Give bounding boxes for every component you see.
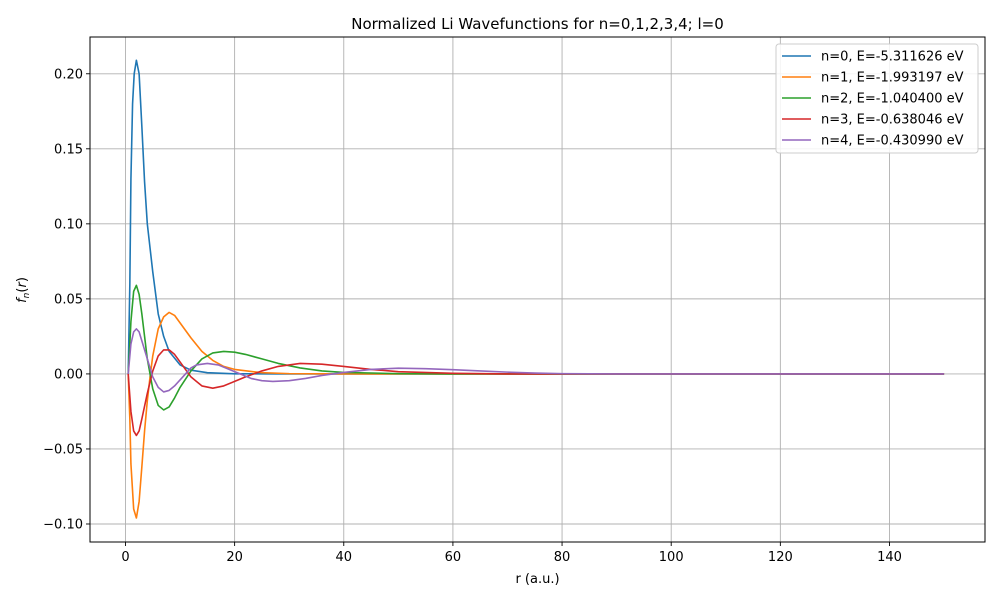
series-line-n0 [127, 59, 945, 375]
legend-label-n1: n=1, E=-1.993197 eV [821, 71, 964, 86]
y-axis-label: fn(r) [15, 277, 32, 303]
series-line-n3 [127, 349, 945, 437]
legend-label-n3: n=3, E=-0.638046 eV [821, 113, 964, 128]
chart-title: Normalized Li Wavefunctions for n=0,1,2,… [351, 15, 724, 33]
legend-label-n2: n=2, E=-1.040400 eV [821, 92, 964, 107]
legend-box [775, 43, 979, 154]
series-line-n1 [127, 311, 945, 519]
x-tick-label: 80 [554, 550, 571, 565]
plot-frame [89, 36, 986, 543]
x-tick-label: 20 [226, 550, 243, 565]
x-tick-label: 140 [877, 550, 902, 565]
x-tick-label: 120 [768, 550, 793, 565]
legend-label-n0: n=0, E=-5.311626 eV [821, 50, 964, 65]
x-axis-ticks: 0 20 40 60 80 100 120 140 [121, 542, 902, 565]
series-line-n2 [127, 284, 945, 411]
x-tick-label: 0 [121, 550, 129, 565]
y-tick-label: 0.05 [54, 292, 83, 307]
x-tick-label: 40 [335, 550, 352, 565]
x-tick-label: 100 [659, 550, 684, 565]
y-tick-label: 0.10 [54, 217, 83, 232]
x-tick-label: 60 [445, 550, 462, 565]
series-line-n4 [127, 328, 945, 393]
y-tick-label: −0.05 [43, 442, 83, 457]
series-lines [127, 59, 945, 519]
y-tick-label: 0.20 [54, 67, 83, 82]
y-tick-label: 0.00 [54, 367, 83, 382]
y-tick-label: 0.15 [54, 142, 83, 157]
x-axis-label: r (a.u.) [515, 572, 559, 587]
y-tick-label: −0.10 [43, 517, 83, 532]
legend: n=0, E=-5.311626 eV n=1, E=-1.993197 eV n=… [775, 43, 979, 154]
legend-label-n4: n=4, E=-0.430990 eV [821, 134, 964, 149]
y-axis-ticks: −0.10 −0.05 0.00 0.05 0.10 0.15 0.20 [43, 67, 90, 532]
